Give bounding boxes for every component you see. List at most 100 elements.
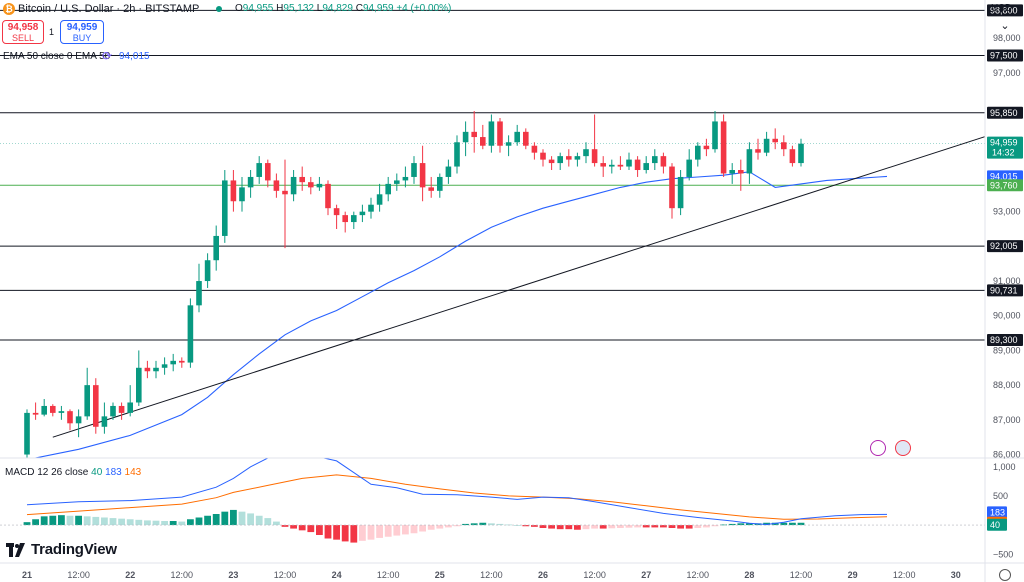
time-tick-label: 22: [125, 570, 135, 580]
spread-value: 1: [49, 27, 55, 37]
candle-body: [101, 416, 108, 427]
macd-pane: [0, 458, 985, 543]
candle-body: [566, 156, 572, 160]
candle-body: [574, 156, 581, 160]
candle-body: [385, 183, 391, 195]
ema-legend-label[interactable]: EMA 50 close 0 EMA 50: [3, 51, 111, 62]
macd-hist-bar: [522, 525, 530, 527]
candle-body: [333, 208, 340, 216]
time-tick-label: 28: [744, 570, 754, 580]
macd-tick-label: 500: [993, 491, 1008, 501]
replay-icon[interactable]: [870, 440, 886, 456]
macd-hist-bar: [195, 517, 203, 526]
bitcoin-icon: ₿: [3, 3, 15, 15]
price-tick-label: 97,000: [993, 68, 1021, 78]
macd-hist-bar: [152, 520, 160, 526]
countdown-tag: 14:32: [992, 148, 1015, 158]
macd-legend[interactable]: MACD 12 26 close 40 183 143: [5, 467, 142, 478]
candle-body: [660, 156, 667, 167]
macd-line: [26, 458, 888, 526]
trendline: [52, 136, 985, 438]
candle-body: [755, 149, 761, 153]
macd-hist-bar: [427, 525, 435, 530]
candle-body: [394, 180, 400, 184]
candle-body: [471, 131, 477, 138]
candle-body: [626, 159, 632, 167]
candle-body: [686, 159, 692, 177]
candle-body: [652, 156, 658, 164]
macd-hist-bar: [479, 522, 487, 526]
macd-hist-bar: [797, 522, 805, 526]
candle-body: [110, 405, 116, 417]
macd-hist-bar: [161, 521, 168, 526]
candle-body: [204, 260, 211, 282]
candle-body: [789, 149, 796, 164]
macd-hist-bar: [668, 525, 676, 528]
candle-body: [772, 138, 778, 143]
last-price-tag: 94,959: [990, 138, 1018, 148]
candle-body: [583, 149, 589, 157]
level-tag-bg: [987, 106, 1023, 119]
candle-body: [368, 204, 374, 212]
symbol-title[interactable]: Bitcoin / U.S. Dollar · 2h · BITSTAMP: [18, 3, 200, 15]
macd-hist-bar: [488, 523, 495, 526]
candle-body: [488, 121, 495, 146]
candle-body: [738, 170, 744, 174]
macd-hist-bar: [556, 525, 564, 530]
macd-hist-bar: [711, 525, 719, 527]
level-tag-label: 95,850: [990, 108, 1018, 118]
time-tick-label: 12:00: [480, 570, 503, 580]
macd-hist-bar: [453, 525, 461, 527]
time-tick-label: 12:00: [171, 570, 194, 580]
macd-hist-bar: [660, 525, 667, 528]
macd-hist-bar: [359, 525, 366, 541]
candle-body: [58, 411, 65, 413]
candle-body: [256, 163, 262, 177]
ema50-line: [32, 171, 888, 458]
refresh-icon[interactable]: ⟳: [102, 49, 113, 63]
time-tick-label: 26: [538, 570, 548, 580]
macd-hist-bar: [720, 524, 727, 526]
collapse-icon[interactable]: ⌄: [1000, 20, 1010, 32]
level-tag-label: 89,300: [990, 335, 1018, 345]
macd-hist-bar: [178, 521, 186, 526]
time-tick-label: 12:00: [893, 570, 916, 580]
macd-hist-bar: [324, 525, 332, 539]
macd-hist-bar: [677, 525, 684, 529]
candle-body: [161, 364, 168, 368]
candle-body: [179, 360, 185, 363]
level-tag-bg: [987, 240, 1023, 253]
macd-hist-bar: [539, 525, 547, 528]
candle-body: [746, 149, 753, 174]
candle-body: [222, 180, 228, 236]
candle-body: [729, 170, 735, 174]
macd-hist-bar: [49, 515, 57, 526]
buy-button[interactable]: 94,959 BUY: [60, 20, 104, 44]
candle-body: [480, 137, 486, 146]
time-tick-label: 27: [641, 570, 651, 580]
currency-label[interactable]: USD: [991, 3, 1013, 14]
macd-hist-bar: [212, 514, 220, 526]
price-tick-label: 86,000: [993, 450, 1021, 460]
level-tag-bg: [987, 334, 1023, 347]
candle-body: [411, 163, 417, 177]
gear-icon[interactable]: [999, 569, 1011, 581]
candle-body: [239, 187, 245, 202]
flag-us-icon[interactable]: [895, 440, 911, 456]
time-tick-label: 12:00: [687, 570, 710, 580]
candle-body: [419, 163, 426, 188]
price-tick-label: 89,000: [993, 345, 1021, 355]
macd-hist-bar: [238, 511, 246, 526]
macd-hist-bar: [350, 525, 358, 543]
level-tag-label: 97,500: [990, 51, 1018, 61]
macd-hist-bar: [625, 525, 633, 528]
macd-hist-bar: [367, 525, 375, 540]
macd-hist-bar: [685, 525, 693, 529]
macd-hist-bar: [66, 515, 74, 526]
macd-hist-bar: [565, 525, 573, 530]
sell-button[interactable]: 94,958 SELL: [2, 20, 44, 44]
candle-body: [196, 281, 202, 306]
candle-body: [540, 152, 546, 160]
